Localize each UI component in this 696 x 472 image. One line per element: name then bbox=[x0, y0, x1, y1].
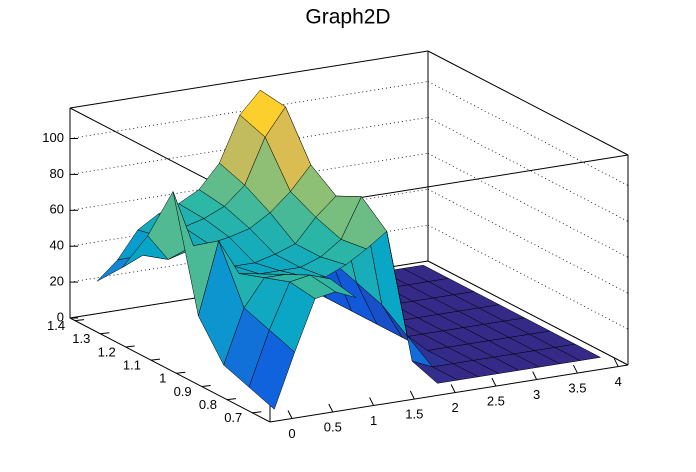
surface-cell bbox=[248, 329, 295, 410]
y-tick bbox=[125, 345, 135, 348]
x-tick-label: 3.5 bbox=[568, 380, 586, 395]
y-tick-label: 0.9 bbox=[174, 384, 192, 399]
grid-line bbox=[69, 152, 429, 211]
grid-line bbox=[427, 81, 629, 186]
x-axis bbox=[269, 364, 629, 423]
z-tick-label: 80 bbox=[50, 166, 64, 181]
y-tick-label: 0.7 bbox=[224, 410, 242, 425]
grid-line bbox=[69, 260, 429, 319]
x-tick bbox=[369, 397, 375, 406]
grid-line bbox=[427, 117, 629, 222]
z-tick-label: 40 bbox=[50, 238, 64, 253]
x-tick bbox=[532, 371, 538, 380]
x-tick-label: 3 bbox=[533, 387, 540, 402]
x-tick-label: 2 bbox=[451, 400, 458, 415]
y-tick bbox=[100, 332, 110, 335]
y-tick bbox=[75, 319, 85, 322]
x-tick-label: 1 bbox=[370, 413, 377, 428]
y-tick-label: 1.1 bbox=[123, 358, 141, 373]
z-tick-label: 100 bbox=[42, 130, 64, 145]
surface-cell bbox=[411, 360, 459, 384]
x-tick bbox=[287, 410, 293, 419]
x-tick-label: 0.5 bbox=[324, 419, 342, 434]
z-tick-label: 20 bbox=[50, 274, 64, 289]
grid-line bbox=[69, 188, 429, 247]
box-edge bbox=[69, 50, 429, 109]
z-tick-label: 0 bbox=[57, 309, 64, 324]
y-tick bbox=[201, 384, 211, 387]
y-tick-label: 1.3 bbox=[72, 331, 90, 346]
y-tick bbox=[176, 371, 186, 374]
x-tick-label: 2.5 bbox=[487, 393, 505, 408]
grid-line bbox=[427, 188, 629, 294]
x-tick bbox=[613, 358, 619, 367]
grid-line bbox=[69, 81, 429, 139]
y-axis bbox=[69, 317, 271, 423]
y-tick bbox=[150, 358, 161, 361]
grid-line bbox=[427, 224, 629, 330]
grid-line bbox=[427, 260, 629, 366]
x-tick bbox=[450, 384, 456, 393]
grid-line bbox=[69, 117, 429, 175]
x-tick-label: 4 bbox=[615, 374, 622, 389]
y-tick bbox=[226, 398, 237, 401]
x-tick bbox=[328, 403, 334, 413]
y-tick-label: 1.4 bbox=[47, 318, 65, 333]
y-tick-label: 0.8 bbox=[199, 397, 217, 412]
z-tick-label: 60 bbox=[50, 202, 64, 217]
y-tick-label: 1.2 bbox=[98, 344, 116, 359]
x-tick bbox=[572, 364, 578, 374]
x-tick bbox=[409, 390, 415, 400]
grid-line bbox=[69, 224, 429, 283]
chart-title: Graph2D bbox=[305, 6, 390, 29]
box-edge bbox=[427, 50, 629, 156]
grid-line bbox=[427, 152, 629, 258]
x-tick-label: 0 bbox=[288, 426, 295, 441]
y-tick bbox=[252, 411, 262, 414]
x-tick-label: 1.5 bbox=[405, 406, 423, 421]
x-tick bbox=[491, 377, 497, 387]
y-tick-label: 1 bbox=[159, 371, 166, 386]
